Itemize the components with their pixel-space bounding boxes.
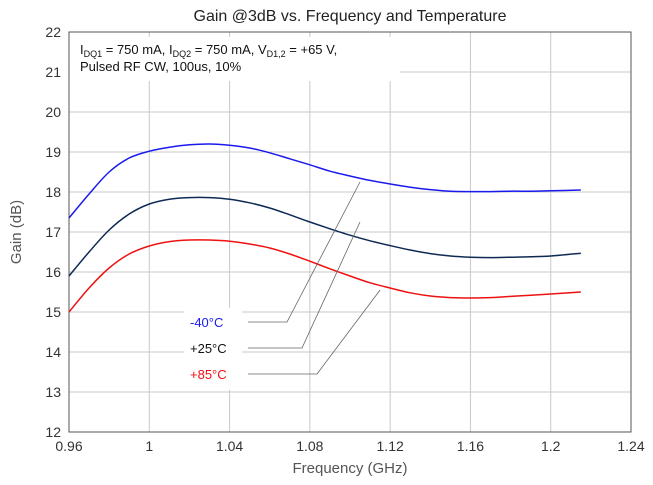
y-tick-label: 14 <box>45 344 61 360</box>
y-tick-label: 21 <box>45 64 61 80</box>
x-tick-label: 1.16 <box>457 438 484 454</box>
y-tick-labels: 12 13 14 15 16 17 18 19 20 21 22 <box>45 24 61 440</box>
y-tick-label: 22 <box>45 24 61 40</box>
grid-lines <box>69 32 631 432</box>
y-tick-label: 15 <box>45 304 61 320</box>
series-line-3 <box>68 239 581 313</box>
y-axis-label: Gain (dB) <box>8 200 25 264</box>
y-tick-label: 19 <box>45 144 61 160</box>
legend: -40°C +25°C +85°C <box>190 315 227 382</box>
x-tick-label: 1.12 <box>377 438 404 454</box>
x-tick-label: 1.2 <box>541 438 561 454</box>
x-tick-label: 0.96 <box>55 438 82 454</box>
series-group <box>68 143 581 313</box>
y-tick-label: 18 <box>45 184 61 200</box>
legend-leader-3 <box>248 289 381 375</box>
series-line-2 <box>68 196 581 277</box>
legend-label-3: +85°C <box>190 367 227 382</box>
chart-title: Gain @3dB vs. Frequency and Temperature <box>194 8 507 25</box>
series-line-1 <box>68 143 581 219</box>
y-tick-label: 13 <box>45 384 61 400</box>
x-tick-label: 1 <box>145 438 153 454</box>
x-tick-label: 1.08 <box>296 438 323 454</box>
y-tick-label: 12 <box>45 424 61 440</box>
plot-frame <box>68 31 632 433</box>
x-tick-label: 1.24 <box>617 438 644 454</box>
conditions-line-2: Pulsed RF CW, 100us, 10% <box>80 59 242 74</box>
x-tick-labels: 0.96 1 1.04 1.08 1.12 1.16 1.2 1.24 <box>55 438 644 454</box>
legend-leader-1 <box>248 181 361 323</box>
y-tick-label: 20 <box>45 104 61 120</box>
conditions-background <box>70 37 400 81</box>
x-tick-label: 1.04 <box>216 438 243 454</box>
legend-background <box>184 308 242 390</box>
legend-label-1: -40°C <box>190 315 223 330</box>
conditions-line-1: IDQ1 = 750 mA, IDQ2 = 750 mA, VD1,2 = +6… <box>80 42 337 59</box>
legend-leaders <box>248 181 381 375</box>
y-tick-label: 17 <box>45 224 61 240</box>
legend-leader-2 <box>248 221 361 349</box>
legend-label-2: +25°C <box>190 341 227 356</box>
y-tick-label: 16 <box>45 264 61 280</box>
x-axis-label: Frequency (GHz) <box>292 460 407 477</box>
